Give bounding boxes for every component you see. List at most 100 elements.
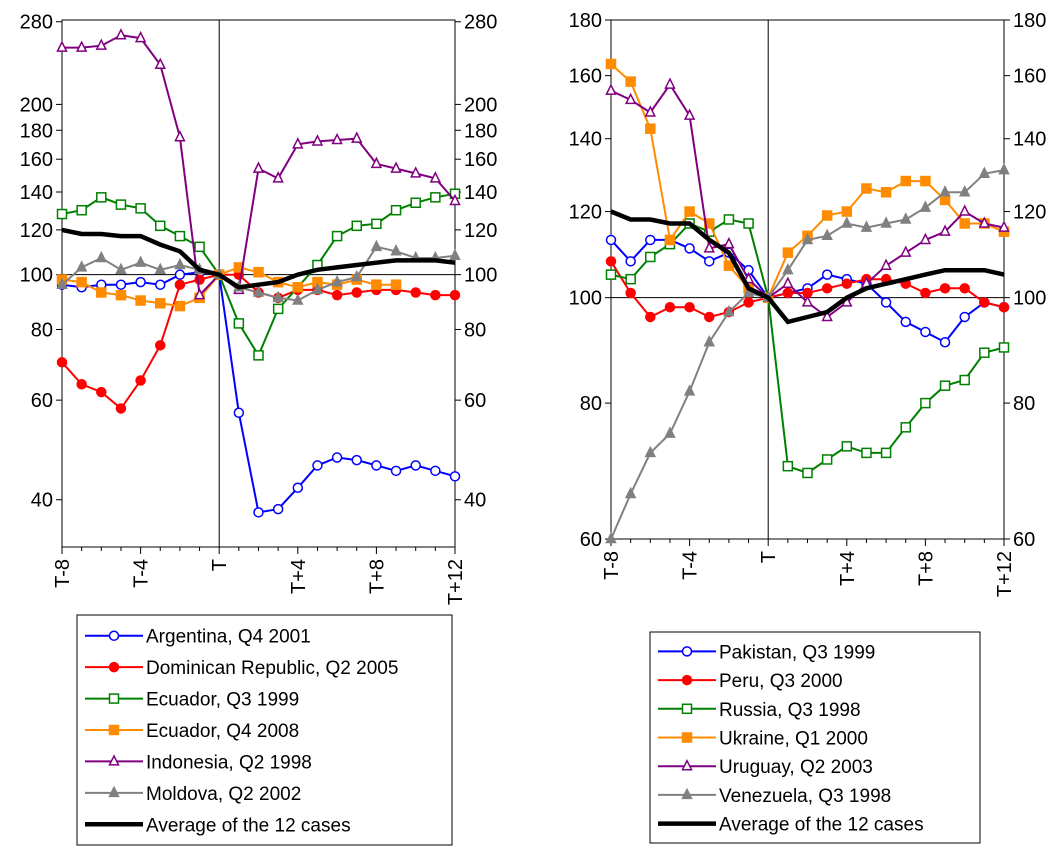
data-point [155, 298, 166, 309]
data-point [134, 255, 147, 267]
data-point [370, 239, 383, 252]
data-point [920, 287, 931, 299]
data-point [174, 230, 186, 242]
data-point [782, 247, 794, 258]
data-point [958, 204, 971, 216]
data-point [939, 185, 951, 197]
data-point [645, 251, 656, 263]
data-point [683, 108, 696, 120]
data-point [900, 175, 911, 187]
legend: Argentina, Q4 2001 Dominican Republic, Q2… [76, 614, 453, 846]
legend-marker [108, 661, 120, 673]
data-point [272, 303, 284, 315]
data-point [410, 460, 421, 471]
series-5 [56, 28, 461, 300]
y-tick-label-left: 100 [20, 265, 53, 287]
legend-marker [681, 674, 693, 686]
data-point [174, 300, 186, 312]
data-point [95, 38, 108, 50]
data-point [939, 224, 951, 236]
data-point [331, 230, 343, 242]
data-point [96, 192, 107, 203]
data-point [920, 175, 931, 187]
data-point [253, 350, 264, 361]
data-point [174, 130, 186, 142]
legend-label: Ecuador, Q3 1999 [146, 690, 299, 711]
data-point [56, 277, 68, 289]
data-point [351, 220, 362, 232]
y-tick-label-left: 80 [31, 319, 53, 341]
data-point [115, 262, 127, 275]
data-point [703, 335, 715, 347]
data-point [900, 316, 911, 328]
data-point [56, 40, 68, 52]
data-point [409, 166, 422, 178]
data-point [821, 228, 833, 241]
data-point [782, 276, 794, 288]
y-tick-label-left: 40 [31, 490, 53, 512]
data-point [979, 347, 990, 358]
data-point [154, 57, 166, 70]
y-tick-label-right: 60 [1013, 529, 1035, 551]
data-point [449, 193, 461, 206]
legend-label: Argentina, Q4 2001 [146, 627, 311, 648]
data-point [56, 208, 68, 220]
y-tick-label-right: 140 [464, 182, 497, 204]
data-point [449, 248, 461, 261]
data-point [821, 309, 833, 322]
legend-label: Average of the 12 cases [719, 815, 924, 836]
data-point [841, 278, 853, 289]
data-point [624, 486, 637, 499]
data-point [292, 482, 304, 494]
y-tick-label-left: 200 [20, 94, 53, 116]
legend-marker [108, 724, 120, 736]
data-point [430, 465, 441, 477]
data-point [625, 287, 636, 299]
data-point [370, 156, 383, 169]
y-tick-label-right: 160 [464, 149, 497, 171]
data-point [115, 289, 127, 301]
y-tick-label-left: 180 [569, 10, 602, 32]
legend-label: Dominican Republic, Q2 2005 [146, 658, 398, 679]
y-tick-label-left: 60 [580, 529, 602, 551]
data-point [430, 289, 441, 301]
data-point [939, 380, 951, 391]
data-point [861, 447, 872, 459]
data-point [919, 200, 932, 212]
data-point [625, 256, 636, 267]
data-point [880, 297, 892, 308]
data-point [684, 301, 695, 313]
y-tick-label-right: 100 [1013, 288, 1046, 310]
series-7 [61, 227, 456, 290]
data-point [900, 212, 912, 224]
data-point [194, 241, 205, 253]
data-point [900, 422, 911, 433]
data-point [743, 297, 754, 308]
data-point [134, 30, 147, 43]
data-point [253, 507, 264, 518]
data-point [272, 290, 284, 303]
data-point [390, 244, 402, 256]
data-point [998, 301, 1010, 313]
x-tick-label: T+8 [915, 551, 937, 586]
data-point [233, 318, 245, 329]
data-point [75, 40, 88, 52]
data-point [154, 262, 166, 275]
data-point [841, 216, 853, 228]
series-line [61, 271, 456, 514]
y-tick-label-right: 80 [1013, 393, 1035, 415]
data-point [645, 123, 656, 134]
data-point [624, 92, 637, 105]
data-point [683, 384, 696, 396]
data-point [664, 426, 676, 438]
data-point [311, 282, 324, 295]
data-point [998, 162, 1010, 175]
data-point [645, 234, 656, 246]
plot-frame [610, 19, 1005, 540]
y-tick-label-left: 120 [20, 220, 53, 242]
data-point [430, 192, 441, 203]
data-point [351, 131, 363, 143]
y-tick-label-left: 60 [31, 390, 53, 412]
data-point [605, 531, 617, 544]
data-point [978, 166, 991, 178]
